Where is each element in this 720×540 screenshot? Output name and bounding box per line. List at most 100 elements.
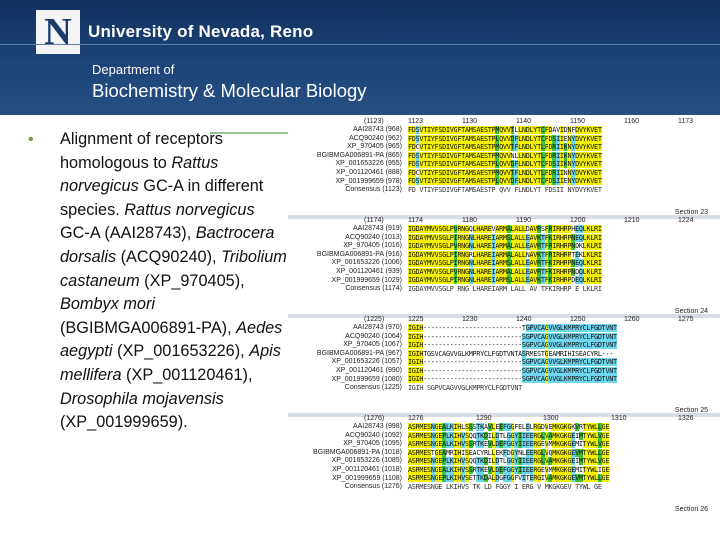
residue: G bbox=[453, 143, 458, 151]
residue: Q bbox=[499, 151, 503, 160]
residue: T bbox=[423, 185, 427, 194]
residue: M bbox=[468, 151, 473, 160]
residue: - bbox=[499, 358, 503, 366]
residue: V bbox=[590, 185, 595, 194]
residue: E bbox=[605, 431, 610, 440]
residue: I bbox=[445, 151, 450, 160]
residue: T bbox=[423, 349, 427, 358]
residue: A bbox=[408, 448, 412, 457]
university-logo[interactable]: N bbox=[36, 10, 80, 54]
sequence-row: IGDAYMVVSGLPIRNGNLHAREIARMSLALLEAVRTFKIR… bbox=[408, 259, 704, 268]
residue: R bbox=[499, 259, 503, 267]
residue: H bbox=[559, 242, 564, 250]
residue: I bbox=[597, 284, 602, 293]
residue: G bbox=[464, 225, 469, 233]
residue: R bbox=[594, 242, 598, 250]
position-label: 1310 bbox=[611, 415, 627, 422]
residue: F bbox=[434, 185, 439, 194]
residue: - bbox=[609, 349, 614, 358]
residue: I bbox=[453, 440, 458, 448]
residue: Y bbox=[578, 482, 583, 491]
residue: - bbox=[457, 324, 462, 332]
residue: N bbox=[461, 242, 465, 250]
residue: F bbox=[544, 250, 549, 259]
residue: E bbox=[594, 126, 598, 134]
residue: S bbox=[464, 474, 469, 482]
residue: M bbox=[502, 259, 507, 267]
residue: S bbox=[472, 423, 477, 431]
residue: G bbox=[559, 465, 564, 474]
residue: - bbox=[487, 324, 492, 332]
residue: R bbox=[483, 233, 488, 242]
residue: L bbox=[510, 242, 515, 250]
residue: E bbox=[487, 276, 492, 284]
residue: - bbox=[480, 341, 484, 349]
residue: D bbox=[442, 151, 446, 160]
residue: T bbox=[487, 126, 492, 134]
residue: L bbox=[521, 225, 526, 233]
residue: R bbox=[552, 168, 557, 177]
residue: T bbox=[525, 474, 530, 482]
residue: L bbox=[518, 233, 522, 242]
residue: V bbox=[533, 233, 538, 242]
sequence-row: ASRMESNGEALKIHVSSRTKEVLDEFGGYIIEERGEVMMK… bbox=[408, 465, 704, 475]
residue: A bbox=[476, 134, 481, 143]
residue: - bbox=[453, 366, 458, 375]
residue: S bbox=[438, 242, 443, 250]
residue: N bbox=[521, 151, 526, 160]
residue: C bbox=[415, 143, 420, 151]
residue: D bbox=[575, 267, 579, 276]
residue: R bbox=[537, 225, 541, 233]
residue: Y bbox=[533, 134, 538, 143]
residue: V bbox=[548, 358, 553, 366]
residue: L bbox=[518, 225, 522, 233]
residue: Y bbox=[582, 177, 587, 185]
residue: K bbox=[449, 465, 454, 474]
residue: E bbox=[578, 349, 583, 358]
residue: - bbox=[483, 366, 488, 375]
residue: T bbox=[476, 457, 481, 465]
residue: E bbox=[518, 423, 522, 431]
residue: G bbox=[411, 267, 416, 276]
residue: - bbox=[442, 358, 446, 366]
residue: E bbox=[575, 225, 579, 233]
residue: A bbox=[495, 225, 500, 233]
residue: - bbox=[487, 358, 492, 366]
residue: E bbox=[605, 465, 610, 474]
residue: V bbox=[590, 177, 595, 185]
position-ruler: (1123) 1123 1130 1140 1150 1160 1173 bbox=[364, 118, 708, 126]
residue: C bbox=[540, 126, 545, 134]
residue: T bbox=[423, 151, 427, 160]
residue: - bbox=[476, 324, 481, 332]
residue: L bbox=[590, 276, 595, 284]
residue: I bbox=[445, 134, 450, 143]
residue: M bbox=[419, 465, 424, 474]
residue: T bbox=[597, 168, 602, 177]
residue: A bbox=[464, 151, 469, 160]
residue: L bbox=[582, 233, 587, 242]
residue: M bbox=[567, 341, 572, 349]
residue: Y bbox=[514, 431, 519, 440]
residue: - bbox=[487, 366, 492, 375]
residue: G bbox=[411, 242, 416, 250]
residue: - bbox=[506, 366, 511, 375]
residue: F bbox=[491, 349, 496, 358]
residue: S bbox=[464, 423, 469, 431]
alignment-block: (1174) 1174 1180 1190 1200 1210 1224 AAI28743 (… bbox=[288, 217, 720, 316]
residue: G bbox=[525, 375, 530, 383]
residue: L bbox=[540, 448, 545, 457]
residue: V bbox=[502, 168, 507, 177]
residue: G bbox=[464, 267, 469, 276]
sequence-row: ASRMESTGEAMRIHISEACYRLLEKFDGYNLEERGLVQMK… bbox=[408, 448, 704, 458]
residue: I bbox=[453, 457, 458, 465]
residue: - bbox=[476, 332, 481, 341]
university-name[interactable]: University of Nevada, Reno bbox=[88, 22, 314, 41]
residue: V bbox=[533, 284, 538, 293]
residue: T bbox=[487, 160, 492, 168]
residue: - bbox=[495, 332, 500, 341]
residue: N bbox=[567, 134, 572, 143]
residue: D bbox=[525, 168, 530, 177]
residue: G bbox=[567, 440, 572, 448]
residue: C bbox=[483, 349, 488, 358]
bullet-point: • Alignment of receptors homologous to R… bbox=[28, 128, 288, 435]
